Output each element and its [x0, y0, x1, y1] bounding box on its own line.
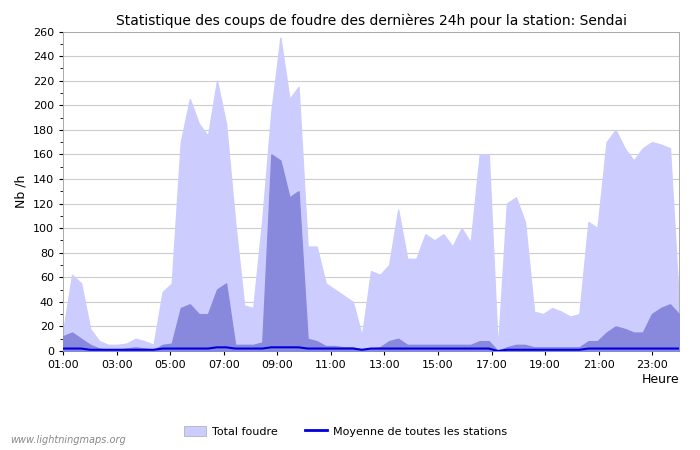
Text: Heure: Heure: [641, 374, 679, 387]
Title: Statistique des coups de foudre des dernières 24h pour la station: Sendai: Statistique des coups de foudre des dern…: [116, 13, 626, 27]
Y-axis label: Nb /h: Nb /h: [14, 175, 27, 208]
Text: www.lightningmaps.org: www.lightningmaps.org: [10, 435, 126, 445]
